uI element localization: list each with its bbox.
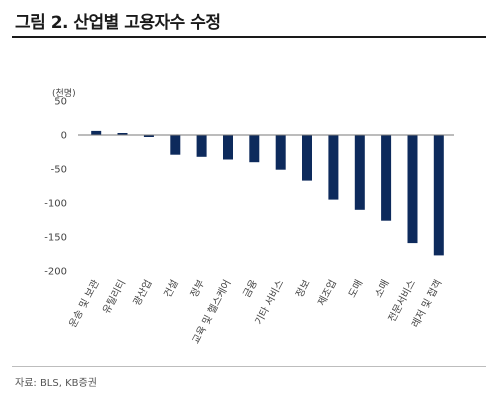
- bar: [249, 135, 260, 163]
- y-tick-label: -150: [44, 233, 67, 244]
- y-tick-label: -50: [51, 165, 67, 176]
- bar: [302, 135, 312, 181]
- x-tick-label: 도매: [346, 278, 365, 300]
- y-tick-label: -100: [44, 199, 67, 210]
- x-tick-label: 정부: [188, 278, 207, 300]
- bar: [143, 135, 154, 137]
- bar: [407, 135, 418, 244]
- bar: [196, 135, 207, 157]
- figure-title: 그림 2. 산업별 고용자수 수정: [15, 13, 221, 33]
- y-axis-ticks: 50 0 -50 -100 -150 -200: [44, 97, 67, 278]
- bars: [91, 130, 444, 256]
- x-tick-label: 운송 및 보관: [67, 278, 102, 330]
- x-tick-label: 제조업: [315, 277, 339, 307]
- bar: [117, 133, 128, 135]
- source-note: 자료: BLS, KB증권: [15, 378, 97, 389]
- title-rule: [12, 36, 486, 38]
- y-axis-unit: (천명): [52, 88, 76, 99]
- x-tick-label: 정보: [293, 278, 312, 300]
- bar: [328, 135, 339, 200]
- x-tick-label: 광산업: [130, 277, 154, 307]
- bar: [223, 135, 233, 160]
- x-tick-label: 유틸리티: [99, 277, 128, 316]
- bar: [170, 135, 181, 155]
- x-tick-label: 건설: [162, 278, 181, 300]
- bar-chart: (천명) 50 0 -50 -100 -150 -200 운송 및 보관 유틸리티 광산업 건설…: [44, 88, 454, 346]
- source-rule: [12, 366, 486, 367]
- bar: [275, 135, 286, 170]
- y-tick-label: -200: [44, 267, 67, 278]
- bar: [91, 130, 102, 135]
- bar: [433, 135, 444, 256]
- bar: [381, 135, 392, 221]
- y-tick-label: 0: [61, 131, 67, 142]
- x-tick-label: 금융: [241, 278, 260, 300]
- bar: [354, 135, 365, 210]
- x-tick-label: 소매: [373, 278, 392, 300]
- y-tick-label: 50: [54, 97, 67, 108]
